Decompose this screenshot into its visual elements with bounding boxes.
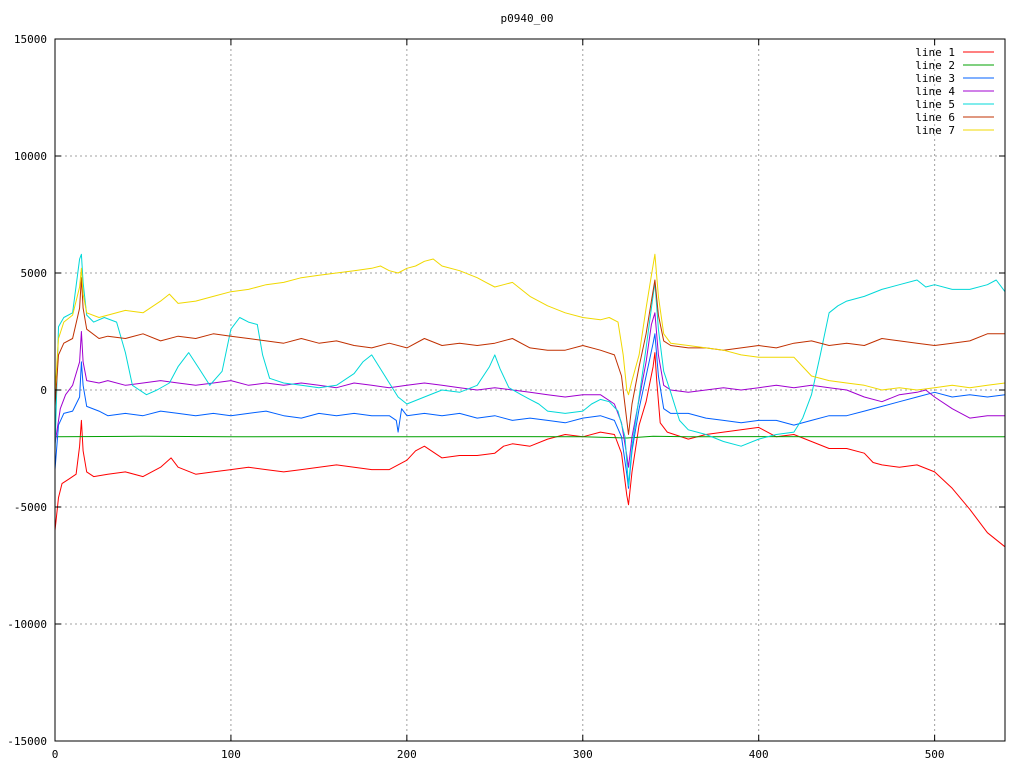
grid-lines [55,39,1005,741]
series-line-3 [54,333,1006,489]
series-line-6 [54,277,1005,435]
x-tick-label: 0 [52,748,59,761]
axis-ticks: 0 100 200 300 400 500 -15000 -10000 -5000 0 5000 10… [7,33,1005,761]
y-tick-label: 5000 [21,267,48,280]
legend-label: line 7 [915,124,955,137]
x-tick-label: 400 [749,748,769,761]
series-line-7 [54,253,1006,396]
chart-title: p0940_00 [501,12,554,25]
y-tick-label: 15000 [14,33,47,46]
legend-label: line 4 [915,85,955,98]
legend-label: line 3 [915,72,955,85]
x-tick-label: 500 [925,748,945,761]
legend-label: line 1 [915,46,955,59]
y-tick-label: -15000 [7,735,47,748]
series-line-1 [54,352,1006,548]
legend-label: line 6 [915,111,955,124]
series-line-4 [54,312,1005,468]
y-tick-label: 0 [40,384,47,397]
x-tick-label: 100 [221,748,241,761]
y-tick-label: 10000 [14,150,47,163]
x-tick-label: 200 [397,748,417,761]
data-series [54,253,1006,548]
x-tick-label: 300 [573,748,593,761]
series-line-2 [54,435,1005,439]
series-line-5 [54,253,1006,487]
y-tick-label: -5000 [14,501,47,514]
y-tick-label: -10000 [7,618,47,631]
legend-label: line 2 [915,59,955,72]
legend-label: line 5 [915,98,955,111]
